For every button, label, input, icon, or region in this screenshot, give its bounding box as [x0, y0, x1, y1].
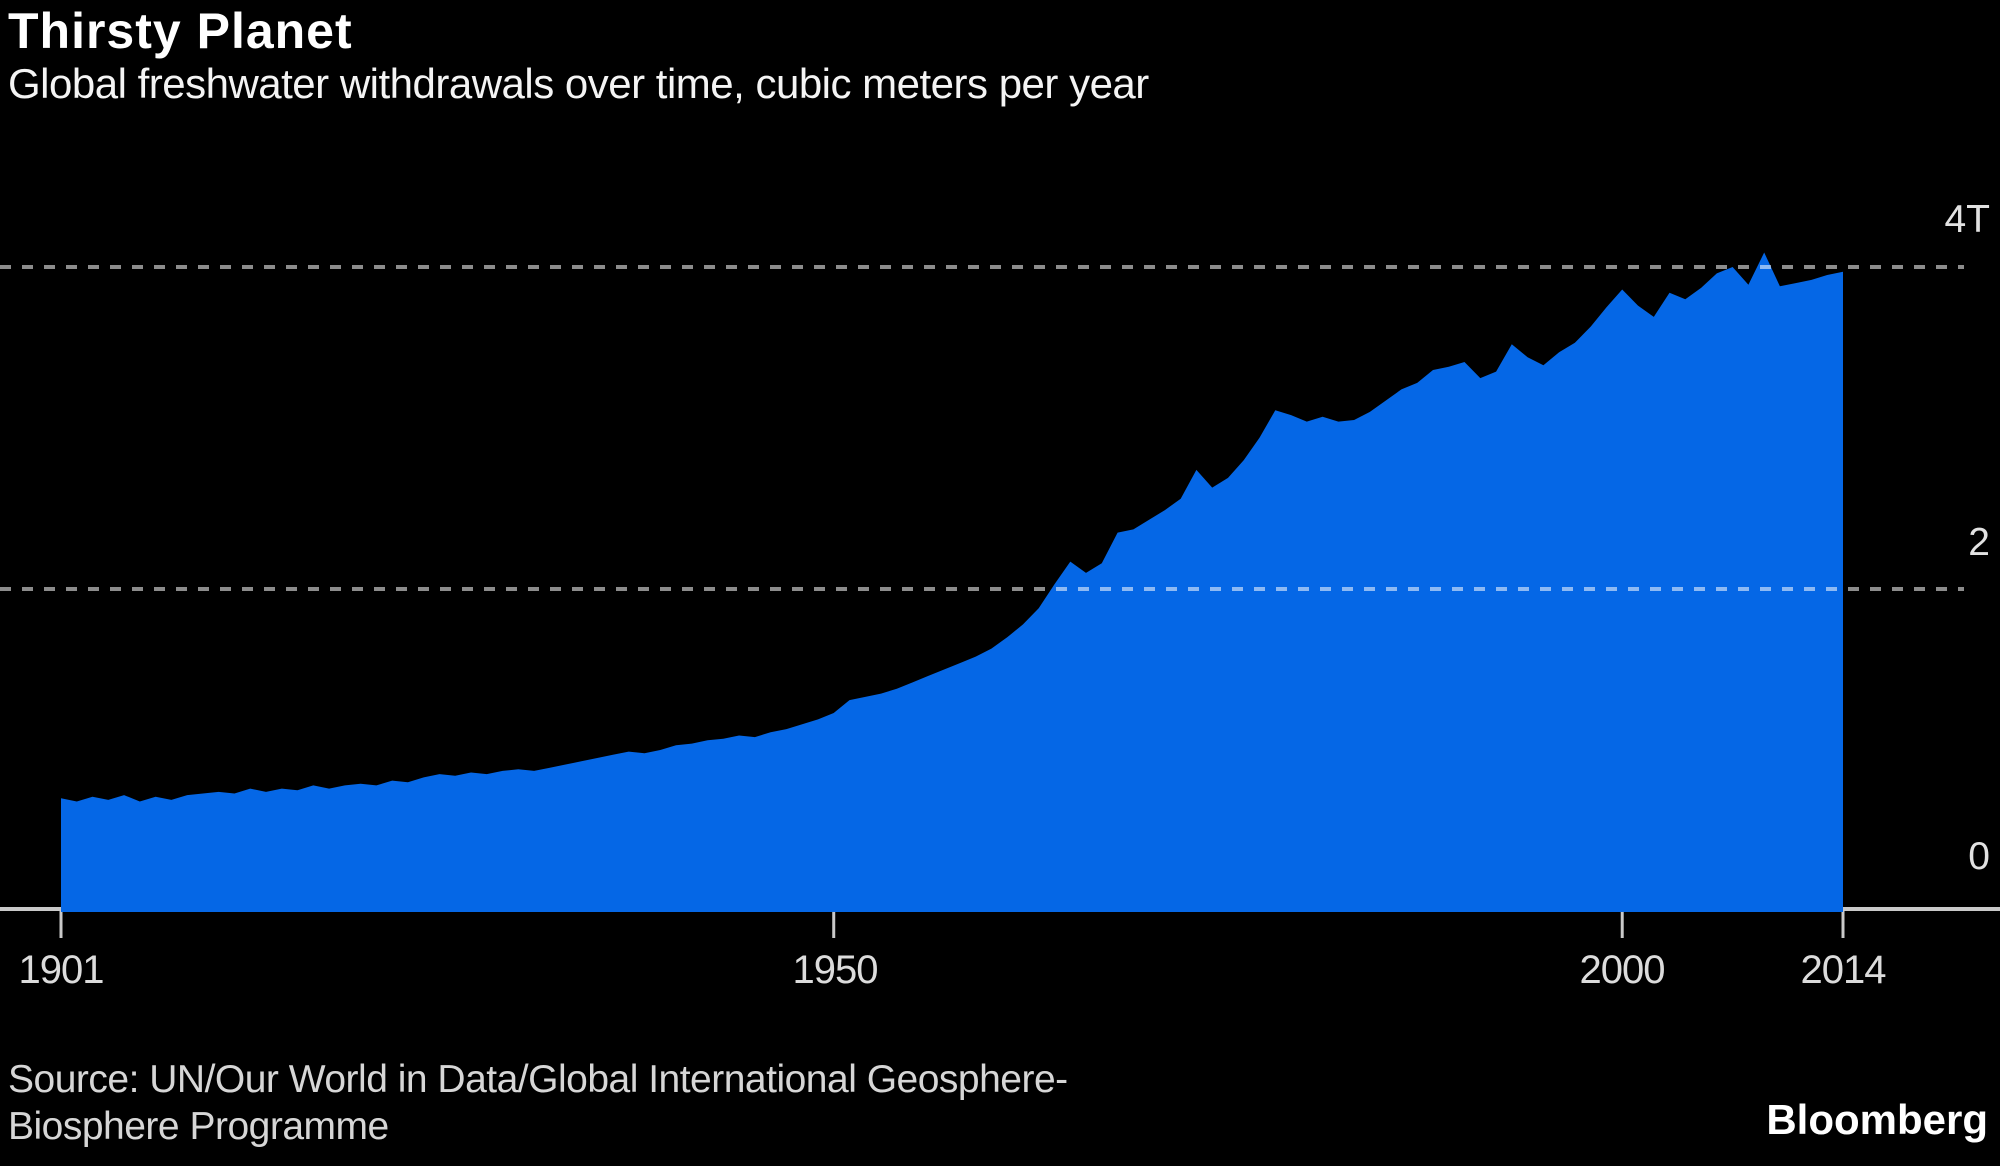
- chart-subtitle: Global freshwater withdrawals over time,…: [8, 60, 1149, 107]
- area-series-freshwater-withdrawals: [61, 252, 1843, 912]
- bloomberg-logo: Bloomberg: [1766, 1096, 1988, 1143]
- source-attribution: Source: UN/Our World in Data/Global Inte…: [8, 1056, 1068, 1150]
- y-axis-label-4t: 4T: [1944, 198, 1990, 241]
- x-axis-label-1901: 1901: [18, 948, 105, 992]
- source-line-2: Biosphere Programme: [8, 1105, 389, 1148]
- y-axis-label-2: 2: [1968, 521, 1990, 564]
- chart-title: Thirsty Planet: [8, 3, 353, 59]
- x-axis-label-2000: 2000: [1579, 948, 1666, 992]
- y-axis-label-0: 0: [1968, 835, 1990, 878]
- x-axis-label-1950: 1950: [792, 948, 879, 992]
- source-line-1: Source: UN/Our World in Data/Global Inte…: [8, 1058, 1068, 1101]
- x-axis-label-2014: 2014: [1800, 948, 1887, 992]
